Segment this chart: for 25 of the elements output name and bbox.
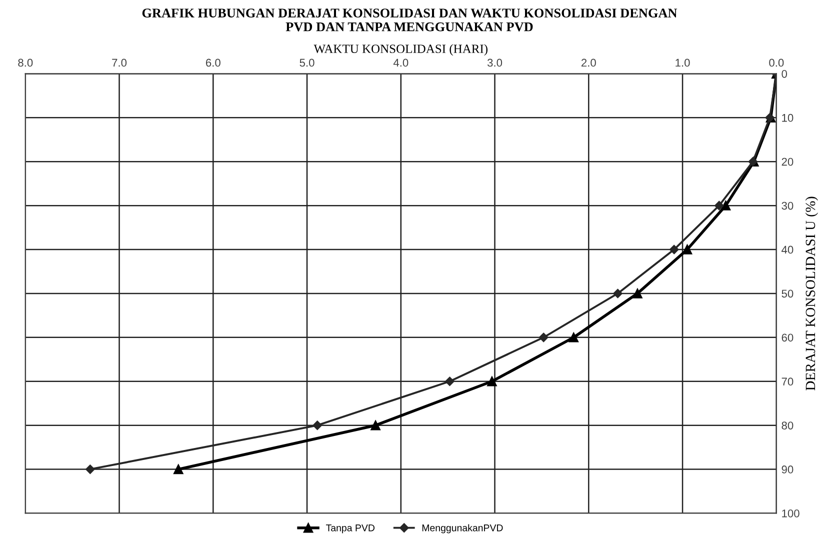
x-tick-label: 8.0	[18, 58, 33, 67]
y-tick-label: 30	[782, 202, 794, 210]
y-tick-label: 50	[782, 290, 794, 298]
x-tick-label: 2.0	[581, 58, 596, 67]
x-tick-label: 3.0	[487, 58, 502, 67]
y-tick-label: 0	[782, 70, 788, 78]
y-tick-label: 100	[782, 510, 800, 518]
x-tick-label: 0.0	[769, 58, 784, 67]
y-tick-label: 60	[782, 334, 794, 342]
x-tick-label: 1.0	[676, 58, 690, 67]
x-tick-label: 6.0	[206, 58, 220, 67]
y-tick-label: 20	[782, 158, 794, 166]
y-tick-label: 90	[782, 466, 794, 474]
legend-label: MenggunakanPVD	[422, 524, 503, 534]
y-tick-label: 70	[782, 378, 794, 386]
x-tick-label: 4.0	[393, 58, 408, 67]
legend-label: Tanpa PVD	[326, 524, 374, 534]
x-tick-label: 5.0	[300, 58, 314, 67]
y-tick-label: 80	[782, 422, 794, 430]
y-tick-label: 10	[782, 114, 794, 122]
chart-title: GRAFIK HUBUNGAN DERAJAT KONSOLIDASI DAN WAKTU KONSOLIDASI DENGAN PVD DAN TANPA MENGGUNAKAN PVD	[142, 8, 678, 32]
y-tick-label: 40	[782, 246, 794, 254]
y-axis-title: DERAJAT KONSOLIDASI U (%)	[805, 196, 818, 390]
x-axis-title: WAKTU KONSOLIDASI (HARI)	[314, 44, 488, 56]
x-tick-label: 7.0	[112, 58, 127, 67]
